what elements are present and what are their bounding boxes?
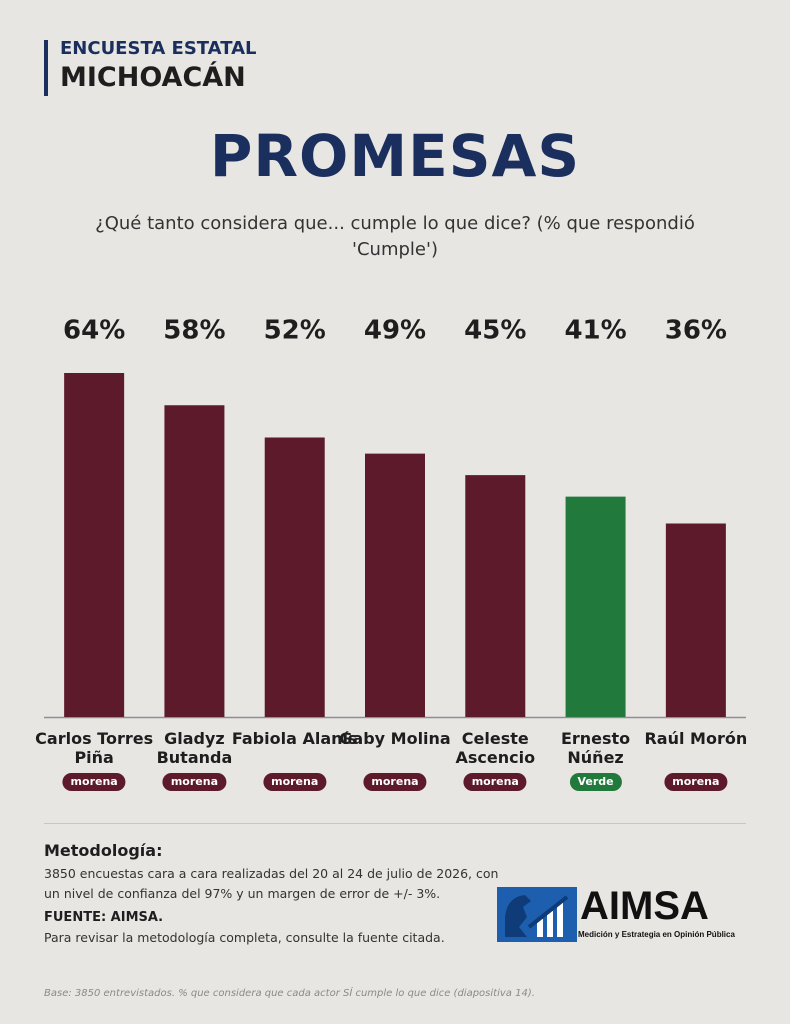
header-accent xyxy=(44,40,48,96)
methodology-heading: Metodología: xyxy=(44,841,163,860)
logo-name: AIMSA xyxy=(580,884,709,928)
category-label: Carlos Torres Piña xyxy=(35,729,154,767)
category-label: Ernesto Núñez xyxy=(560,729,631,767)
source-heading: FUENTE: AIMSA. xyxy=(44,910,164,925)
value-label: 45% xyxy=(464,316,526,346)
source-text: Para revisar la metodología completa, co… xyxy=(44,930,445,945)
bar xyxy=(365,453,425,717)
value-label: 64% xyxy=(63,316,125,346)
party-badge: morena xyxy=(463,773,527,791)
party-badge: Verde xyxy=(569,773,622,791)
bar xyxy=(64,373,125,717)
category-label: Gaby Molina xyxy=(339,729,451,748)
value-label: 58% xyxy=(163,316,225,346)
separator xyxy=(44,823,746,824)
category-label: Celeste Ascencio xyxy=(455,729,536,767)
party-badge: morena xyxy=(363,773,427,791)
category-label: Raúl Morón xyxy=(644,729,748,748)
category-label: Fabiola Alanís xyxy=(231,729,358,748)
logo-graphic xyxy=(505,895,569,937)
footnote: Base: 3850 entrevistados. % que consider… xyxy=(44,988,535,999)
bar xyxy=(465,475,526,717)
party-badge: morena xyxy=(162,773,227,791)
party-badge: morena xyxy=(664,773,728,791)
bar xyxy=(264,437,325,717)
logo-icon xyxy=(497,887,577,942)
value-label: 41% xyxy=(564,316,626,346)
value-label: 49% xyxy=(364,316,426,346)
chart-subtitle: ¿Qué tanto considera que... cumple lo qu… xyxy=(95,213,695,260)
kicker: ENCUESTA ESTATAL xyxy=(60,38,257,59)
category-label: Gladyz Butanda xyxy=(156,729,233,767)
bar xyxy=(665,523,726,717)
party-badge: morena xyxy=(263,773,327,791)
state-name: MICHOACÁN xyxy=(60,62,246,93)
bar xyxy=(565,496,626,717)
chart-title: PROMESAS xyxy=(209,122,581,190)
logo-tagline: Medición y Estrategia en Opinión Pública xyxy=(578,930,735,939)
value-label: 52% xyxy=(264,316,326,346)
party-badge: morena xyxy=(62,773,126,791)
value-label: 36% xyxy=(665,316,727,346)
methodology-text: 3850 encuestas cara a cara realizadas de… xyxy=(44,866,499,901)
bar xyxy=(164,405,225,717)
